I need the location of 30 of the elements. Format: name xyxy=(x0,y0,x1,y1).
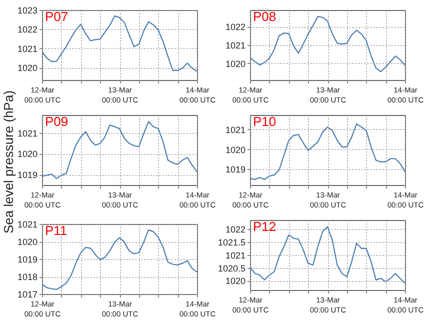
y-tick-label: 1019 xyxy=(17,170,38,180)
y-tick-label: 1019 xyxy=(17,254,38,264)
y-tick-label: 1021 xyxy=(225,250,246,260)
y-tick-label: 1020 xyxy=(225,58,246,69)
y-tick-label: 1020 xyxy=(17,149,38,160)
y-tick-label: 1022 xyxy=(225,224,246,235)
chart-title: P10 xyxy=(253,114,276,129)
y-tick-label: 1020 xyxy=(225,144,246,155)
y-tick-label: 1020 xyxy=(225,276,246,286)
y-tick-label: 1023 xyxy=(17,6,38,16)
y-tick-label: 1021 xyxy=(17,128,38,138)
y-tick-label: 1021.5 xyxy=(218,237,246,248)
y-tick-label: 1021 xyxy=(17,220,38,230)
y-tick-label: 1022 xyxy=(17,24,38,35)
y-tick-label: 1020 xyxy=(17,237,38,247)
chart-title: P11 xyxy=(45,223,68,238)
y-tick-label: 1022 xyxy=(225,22,246,32)
y-tick-label: 1017 xyxy=(17,290,38,300)
y-axis-title: Sea level pressure (hPa) xyxy=(1,90,16,234)
y-tick-label: 1019 xyxy=(225,164,246,175)
chart-title: P08 xyxy=(253,9,276,24)
y-tick-label: 1020 xyxy=(17,63,38,74)
y-tick-label: 1020.5 xyxy=(218,263,246,274)
y-tick-label: 1021 xyxy=(225,124,246,135)
chart-title: P09 xyxy=(45,114,68,129)
chart-title: P07 xyxy=(45,9,68,24)
y-tick-label: 1021 xyxy=(17,44,38,54)
y-tick-label: 1021 xyxy=(225,40,246,50)
y-tick-label: 1018 xyxy=(17,272,38,282)
chart-title: P12 xyxy=(253,219,276,234)
